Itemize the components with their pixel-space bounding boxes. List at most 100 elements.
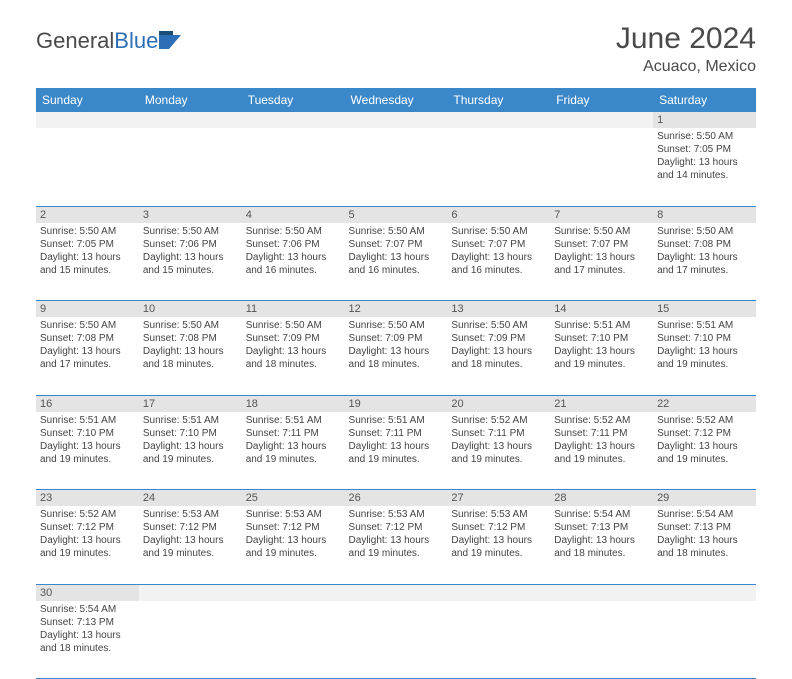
day-number: 12	[345, 301, 448, 318]
sunset-text: Sunset: 7:10 PM	[657, 332, 752, 345]
daylight-text: Daylight: 13 hours and 19 minutes.	[554, 440, 649, 466]
sunset-text: Sunset: 7:11 PM	[451, 427, 546, 440]
day-content	[653, 601, 756, 679]
day-content: Sunrise: 5:51 AMSunset: 7:10 PMDaylight:…	[550, 317, 653, 395]
sunrise-text: Sunrise: 5:52 AM	[657, 414, 752, 427]
sunrise-text: Sunrise: 5:53 AM	[451, 508, 546, 521]
day-content	[345, 601, 448, 679]
day-content	[447, 128, 550, 206]
day-content	[550, 601, 653, 679]
sunset-text: Sunset: 7:11 PM	[554, 427, 649, 440]
sunset-text: Sunset: 7:10 PM	[554, 332, 649, 345]
daylight-text: Daylight: 13 hours and 16 minutes.	[246, 251, 341, 277]
day-number: 6	[447, 206, 550, 223]
daylight-text: Daylight: 13 hours and 17 minutes.	[657, 251, 752, 277]
day-number: 2	[36, 206, 139, 223]
day-header: Wednesday	[345, 88, 448, 112]
sunrise-text: Sunrise: 5:51 AM	[143, 414, 238, 427]
sunrise-text: Sunrise: 5:51 AM	[246, 414, 341, 427]
title-block: June 2024 Acuaco, Mexico	[616, 22, 756, 76]
day-number	[139, 112, 242, 128]
day-number	[36, 112, 139, 128]
sunset-text: Sunset: 7:07 PM	[451, 238, 546, 251]
daylight-text: Daylight: 13 hours and 18 minutes.	[349, 345, 444, 371]
day-header: Monday	[139, 88, 242, 112]
sunset-text: Sunset: 7:12 PM	[143, 521, 238, 534]
sunrise-text: Sunrise: 5:50 AM	[143, 319, 238, 332]
sunrise-text: Sunrise: 5:50 AM	[451, 225, 546, 238]
day-header: Sunday	[36, 88, 139, 112]
daylight-text: Daylight: 13 hours and 16 minutes.	[451, 251, 546, 277]
sunset-text: Sunset: 7:12 PM	[349, 521, 444, 534]
logo-flag-icon	[159, 31, 185, 51]
day-content: Sunrise: 5:54 AMSunset: 7:13 PMDaylight:…	[653, 506, 756, 584]
daylight-text: Daylight: 13 hours and 19 minutes.	[246, 534, 341, 560]
calendar-header: SundayMondayTuesdayWednesdayThursdayFrid…	[36, 88, 756, 112]
sunrise-text: Sunrise: 5:50 AM	[246, 319, 341, 332]
day-content: Sunrise: 5:50 AMSunset: 7:08 PMDaylight:…	[653, 223, 756, 301]
sunrise-text: Sunrise: 5:53 AM	[143, 508, 238, 521]
daylight-text: Daylight: 13 hours and 18 minutes.	[246, 345, 341, 371]
sunset-text: Sunset: 7:06 PM	[143, 238, 238, 251]
daynum-row: 2345678	[36, 206, 756, 223]
calendar-body: 1Sunrise: 5:50 AMSunset: 7:05 PMDaylight…	[36, 112, 756, 679]
daylight-text: Daylight: 13 hours and 19 minutes.	[143, 534, 238, 560]
daynum-row: 30	[36, 584, 756, 601]
day-content	[345, 128, 448, 206]
sunrise-text: Sunrise: 5:50 AM	[40, 225, 135, 238]
day-number: 4	[242, 206, 345, 223]
day-number: 21	[550, 395, 653, 412]
sunset-text: Sunset: 7:13 PM	[657, 521, 752, 534]
sunset-text: Sunset: 7:09 PM	[349, 332, 444, 345]
sunrise-text: Sunrise: 5:50 AM	[349, 319, 444, 332]
daylight-text: Daylight: 13 hours and 17 minutes.	[40, 345, 135, 371]
day-number	[345, 584, 448, 601]
day-header: Thursday	[447, 88, 550, 112]
day-content: Sunrise: 5:50 AMSunset: 7:06 PMDaylight:…	[242, 223, 345, 301]
day-header: Saturday	[653, 88, 756, 112]
daylight-text: Daylight: 13 hours and 18 minutes.	[40, 629, 135, 655]
day-content: Sunrise: 5:50 AMSunset: 7:09 PMDaylight:…	[242, 317, 345, 395]
daynum-row: 9101112131415	[36, 301, 756, 318]
sunset-text: Sunset: 7:06 PM	[246, 238, 341, 251]
sunrise-text: Sunrise: 5:50 AM	[246, 225, 341, 238]
sunset-text: Sunset: 7:12 PM	[40, 521, 135, 534]
daylight-text: Daylight: 13 hours and 19 minutes.	[451, 534, 546, 560]
day-number	[550, 584, 653, 601]
daynum-row: 16171819202122	[36, 395, 756, 412]
page-title: June 2024	[616, 22, 756, 56]
day-number: 1	[653, 112, 756, 128]
sunset-text: Sunset: 7:12 PM	[657, 427, 752, 440]
sunrise-text: Sunrise: 5:54 AM	[657, 508, 752, 521]
content-row: Sunrise: 5:52 AMSunset: 7:12 PMDaylight:…	[36, 506, 756, 584]
sunrise-text: Sunrise: 5:51 AM	[40, 414, 135, 427]
sunrise-text: Sunrise: 5:53 AM	[246, 508, 341, 521]
sunrise-text: Sunrise: 5:52 AM	[451, 414, 546, 427]
day-number	[550, 112, 653, 128]
daylight-text: Daylight: 13 hours and 19 minutes.	[554, 345, 649, 371]
day-content	[242, 601, 345, 679]
day-number: 22	[653, 395, 756, 412]
day-content: Sunrise: 5:51 AMSunset: 7:10 PMDaylight:…	[139, 412, 242, 490]
sunrise-text: Sunrise: 5:50 AM	[554, 225, 649, 238]
daylight-text: Daylight: 13 hours and 19 minutes.	[40, 534, 135, 560]
daylight-text: Daylight: 13 hours and 15 minutes.	[40, 251, 135, 277]
day-number: 16	[36, 395, 139, 412]
sunset-text: Sunset: 7:13 PM	[554, 521, 649, 534]
day-number	[653, 584, 756, 601]
day-number: 7	[550, 206, 653, 223]
sunrise-text: Sunrise: 5:53 AM	[349, 508, 444, 521]
day-content: Sunrise: 5:50 AMSunset: 7:05 PMDaylight:…	[653, 128, 756, 206]
day-content	[36, 128, 139, 206]
day-content	[139, 128, 242, 206]
day-content: Sunrise: 5:51 AMSunset: 7:10 PMDaylight:…	[653, 317, 756, 395]
sunset-text: Sunset: 7:08 PM	[657, 238, 752, 251]
daylight-text: Daylight: 13 hours and 19 minutes.	[349, 534, 444, 560]
day-content: Sunrise: 5:53 AMSunset: 7:12 PMDaylight:…	[242, 506, 345, 584]
sunrise-text: Sunrise: 5:50 AM	[349, 225, 444, 238]
sunrise-text: Sunrise: 5:50 AM	[40, 319, 135, 332]
day-header: Friday	[550, 88, 653, 112]
sunrise-text: Sunrise: 5:50 AM	[143, 225, 238, 238]
content-row: Sunrise: 5:50 AMSunset: 7:05 PMDaylight:…	[36, 128, 756, 206]
sunset-text: Sunset: 7:12 PM	[246, 521, 341, 534]
